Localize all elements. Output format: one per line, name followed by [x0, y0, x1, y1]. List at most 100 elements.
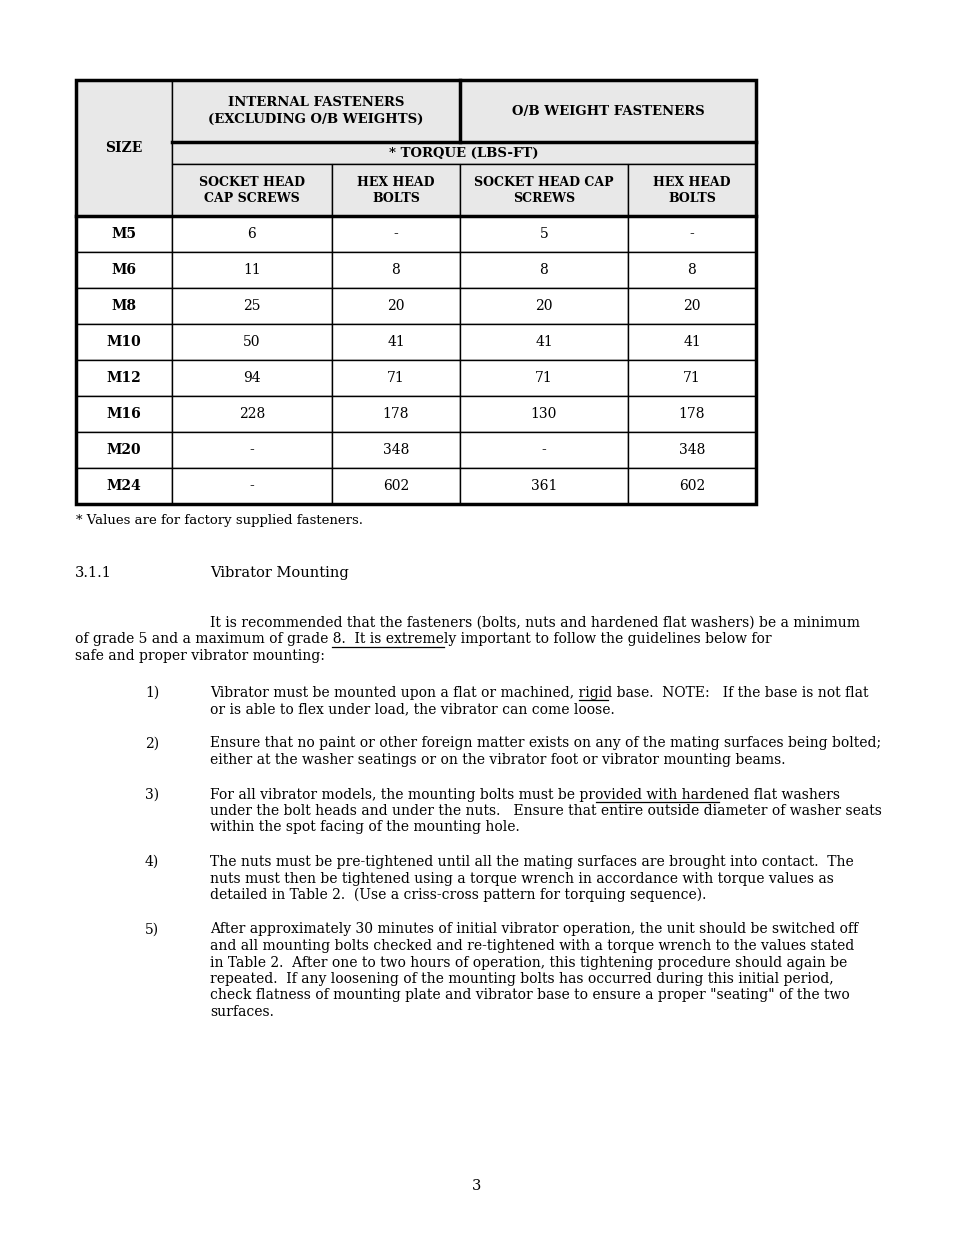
Bar — [332, 252, 459, 288]
Text: SOCKET HEAD CAP
SCREWS: SOCKET HEAD CAP SCREWS — [474, 175, 613, 205]
Bar — [332, 216, 459, 252]
Bar — [627, 432, 755, 468]
Text: 3: 3 — [472, 1179, 481, 1193]
Bar — [172, 359, 332, 396]
Text: -: - — [394, 227, 398, 241]
Text: 94: 94 — [243, 370, 260, 385]
Text: 6: 6 — [248, 227, 256, 241]
Bar — [459, 252, 627, 288]
Bar — [459, 359, 627, 396]
Text: 2): 2) — [145, 736, 159, 751]
Text: 11: 11 — [243, 263, 260, 277]
Bar — [172, 80, 459, 142]
Text: safe and proper vibrator mounting:: safe and proper vibrator mounting: — [75, 650, 325, 663]
Text: check flatness of mounting plate and vibrator base to ensure a proper "seating" : check flatness of mounting plate and vib… — [210, 988, 849, 1003]
Text: After approximately 30 minutes of initial vibrator operation, the unit should be: After approximately 30 minutes of initia… — [210, 923, 858, 936]
Text: Ensure that no paint or other foreign matter exists on any of the mating surface: Ensure that no paint or other foreign ma… — [210, 736, 881, 751]
Text: 348: 348 — [382, 443, 409, 457]
Text: 3.1.1: 3.1.1 — [75, 566, 112, 580]
Text: of grade 5 and a maximum of grade 8.  It is extremely important to follow the gu: of grade 5 and a maximum of grade 8. It … — [75, 632, 771, 646]
Text: * TORQUE (LBS-FT): * TORQUE (LBS-FT) — [389, 147, 538, 159]
Text: 348: 348 — [679, 443, 704, 457]
Text: * Values are for factory supplied fasteners.: * Values are for factory supplied fasten… — [76, 514, 363, 527]
Bar — [76, 324, 172, 359]
Text: 8: 8 — [687, 263, 696, 277]
Bar — [332, 432, 459, 468]
Text: 5: 5 — [539, 227, 548, 241]
Text: SOCKET HEAD
CAP SCREWS: SOCKET HEAD CAP SCREWS — [199, 175, 305, 205]
Bar — [627, 252, 755, 288]
Text: 602: 602 — [382, 479, 409, 493]
Bar — [172, 252, 332, 288]
Bar — [76, 396, 172, 432]
Text: repeated.  If any loosening of the mounting bolts has occurred during this initi: repeated. If any loosening of the mounti… — [210, 972, 833, 986]
Text: 178: 178 — [382, 408, 409, 421]
Text: M24: M24 — [107, 479, 141, 493]
Text: in Table 2.  After one to two hours of operation, this tightening procedure shou: in Table 2. After one to two hours of op… — [210, 956, 846, 969]
Text: M16: M16 — [107, 408, 141, 421]
Bar — [459, 324, 627, 359]
Text: -: - — [250, 479, 254, 493]
Bar — [76, 288, 172, 324]
Text: 25: 25 — [243, 299, 260, 312]
Bar — [172, 216, 332, 252]
Text: 8: 8 — [392, 263, 400, 277]
Bar — [627, 216, 755, 252]
Text: M10: M10 — [107, 335, 141, 350]
Text: within the spot facing of the mounting hole.: within the spot facing of the mounting h… — [210, 820, 519, 835]
Text: HEX HEAD
BOLTS: HEX HEAD BOLTS — [653, 175, 730, 205]
Text: detailed in Table 2.  (Use a criss-cross pattern for torquing sequence).: detailed in Table 2. (Use a criss-cross … — [210, 888, 705, 903]
Text: M5: M5 — [112, 227, 136, 241]
Text: M6: M6 — [112, 263, 136, 277]
Text: 361: 361 — [530, 479, 557, 493]
Text: For all vibrator models, the mounting bolts must be provided with hardened flat : For all vibrator models, the mounting bo… — [210, 788, 840, 802]
Bar — [172, 468, 332, 504]
Text: O/B WEIGHT FASTENERS: O/B WEIGHT FASTENERS — [511, 105, 703, 117]
Bar — [459, 80, 755, 142]
Bar — [332, 164, 459, 216]
Bar — [332, 396, 459, 432]
Text: 3): 3) — [145, 788, 159, 802]
Bar — [459, 164, 627, 216]
Bar — [459, 216, 627, 252]
Text: 20: 20 — [535, 299, 552, 312]
Bar — [76, 432, 172, 468]
Text: 4): 4) — [145, 855, 159, 869]
Bar — [172, 142, 755, 164]
Bar — [332, 324, 459, 359]
Text: M20: M20 — [107, 443, 141, 457]
Bar — [76, 359, 172, 396]
Bar — [172, 324, 332, 359]
Text: nuts must then be tightened using a torque wrench in accordance with torque valu: nuts must then be tightened using a torq… — [210, 872, 833, 885]
Bar — [627, 468, 755, 504]
Bar — [76, 80, 172, 216]
Bar — [627, 396, 755, 432]
Text: or is able to flex under load, the vibrator can come loose.: or is able to flex under load, the vibra… — [210, 701, 614, 716]
Text: 178: 178 — [678, 408, 704, 421]
Text: It is recommended that the fasteners (bolts, nuts and hardened flat washers) be : It is recommended that the fasteners (bo… — [210, 616, 859, 630]
Text: 130: 130 — [530, 408, 557, 421]
Text: 20: 20 — [682, 299, 700, 312]
Bar — [627, 324, 755, 359]
Text: -: - — [250, 443, 254, 457]
Bar — [172, 288, 332, 324]
Bar — [627, 164, 755, 216]
Bar — [76, 80, 755, 504]
Text: 71: 71 — [535, 370, 553, 385]
Text: 20: 20 — [387, 299, 404, 312]
Text: 41: 41 — [387, 335, 404, 350]
Bar — [627, 359, 755, 396]
Text: and all mounting bolts checked and re-tightened with a torque wrench to the valu: and all mounting bolts checked and re-ti… — [210, 939, 853, 953]
Bar — [459, 396, 627, 432]
Text: 50: 50 — [243, 335, 260, 350]
Text: 71: 71 — [387, 370, 404, 385]
Text: 1): 1) — [145, 685, 159, 699]
Bar — [172, 396, 332, 432]
Text: HEX HEAD
BOLTS: HEX HEAD BOLTS — [356, 175, 435, 205]
Text: surfaces.: surfaces. — [210, 1005, 274, 1019]
Bar — [459, 432, 627, 468]
Text: Vibrator must be mounted upon a flat or machined, rigid base.  NOTE:   If the ba: Vibrator must be mounted upon a flat or … — [210, 685, 867, 699]
Text: -: - — [689, 227, 694, 241]
Bar — [627, 288, 755, 324]
Bar — [332, 468, 459, 504]
